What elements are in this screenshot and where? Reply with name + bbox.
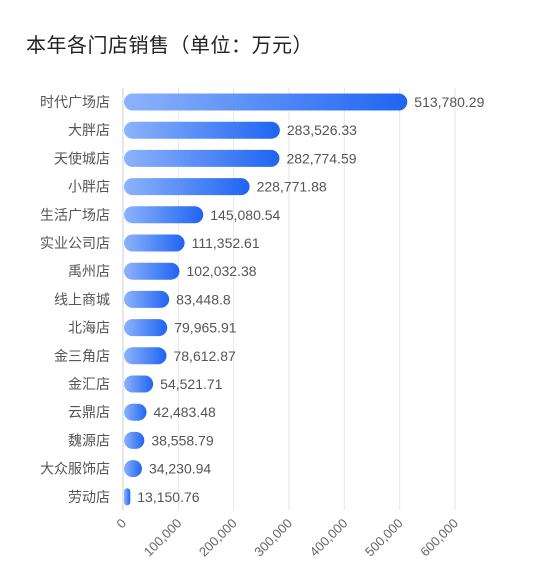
chart-title: 本年各门店销售（单位：万元） <box>26 35 313 57</box>
category-label: 生活广场店 <box>40 207 110 223</box>
value-label: 42,483.48 <box>154 404 216 420</box>
x-tick-label: 600,000 <box>417 516 461 560</box>
category-label: 北海店 <box>68 320 110 336</box>
category-label: 实业公司店 <box>40 235 110 251</box>
category-label: 小胖店 <box>68 179 110 195</box>
bar[interactable] <box>124 460 142 478</box>
value-label: 83,448.8 <box>176 291 231 307</box>
category-label: 线上商城 <box>54 291 110 307</box>
bar[interactable] <box>124 178 250 196</box>
value-label: 78,612.87 <box>173 348 235 364</box>
value-label: 111,352.61 <box>192 235 260 251</box>
bar[interactable] <box>124 319 168 337</box>
bar[interactable] <box>124 234 185 252</box>
category-label: 云鼎店 <box>68 404 110 420</box>
category-label: 劳动店 <box>68 489 110 505</box>
x-tick-label: 200,000 <box>196 516 240 560</box>
value-label: 79,965.91 <box>174 320 236 336</box>
bar[interactable] <box>124 290 170 308</box>
bar[interactable] <box>124 93 408 111</box>
category-label: 魏源店 <box>68 432 110 448</box>
bars <box>124 93 408 506</box>
category-label: 天使城店 <box>54 150 110 166</box>
value-label: 102,032.38 <box>186 263 256 279</box>
category-label: 大胖店 <box>68 122 110 138</box>
category-label: 时代广场店 <box>40 94 110 110</box>
x-tick-label: 300,000 <box>251 516 295 560</box>
x-tick-label: 100,000 <box>141 516 185 560</box>
x-tick-label: 0 <box>113 516 129 532</box>
bar[interactable] <box>124 375 154 393</box>
category-label: 禹州店 <box>68 263 110 279</box>
category-labels: 时代广场店大胖店天使城店小胖店生活广场店实业公司店禹州店线上商城北海店金三角店金… <box>40 94 110 505</box>
value-label: 38,558.79 <box>151 432 213 448</box>
value-label: 145,080.54 <box>210 207 280 223</box>
category-label: 大众服饰店 <box>40 461 110 477</box>
value-label: 283,526.33 <box>287 122 357 138</box>
value-label: 282,774.59 <box>286 150 356 166</box>
x-tick-labels: 0 100,000 200,000 300,000 400,000 500,000 600,… <box>113 516 461 560</box>
bar[interactable] <box>124 403 147 421</box>
value-label: 54,521.71 <box>160 376 222 392</box>
value-label: 34,230.94 <box>149 461 211 477</box>
x-tick-label: 400,000 <box>307 516 351 560</box>
value-label: 13,150.76 <box>137 489 199 505</box>
grid-lines <box>122 88 456 510</box>
x-tick-label: 500,000 <box>362 516 406 560</box>
value-label: 513,780.29 <box>414 94 484 110</box>
category-label: 金汇店 <box>68 376 110 392</box>
bar[interactable] <box>124 431 145 449</box>
bar[interactable] <box>124 206 204 224</box>
bar[interactable] <box>124 149 280 167</box>
value-labels: 513,780.29 283,526.33 282,774.59 228,771.88… <box>137 94 484 505</box>
category-label: 金三角店 <box>54 348 110 364</box>
bar[interactable] <box>124 347 167 365</box>
bar[interactable] <box>124 488 131 506</box>
bar[interactable] <box>124 121 280 139</box>
bar[interactable] <box>124 262 180 280</box>
value-label: 228,771.88 <box>257 179 327 195</box>
